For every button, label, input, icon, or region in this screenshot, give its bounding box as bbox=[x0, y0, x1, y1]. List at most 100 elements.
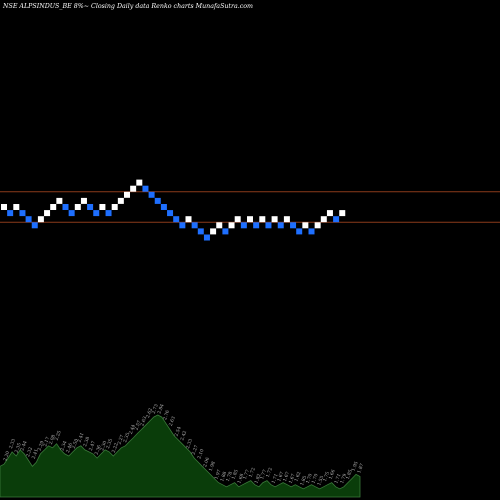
up-brick bbox=[314, 222, 321, 229]
volume-label: 2.57 bbox=[134, 420, 143, 432]
volume-label: 1.67 bbox=[288, 473, 297, 485]
down-brick bbox=[333, 216, 340, 223]
volume-label: 1.71 bbox=[271, 473, 280, 485]
volume-label: 1.67 bbox=[276, 471, 285, 483]
volume-label: 2.41 bbox=[31, 448, 40, 460]
volume-label: 1.88 bbox=[219, 471, 228, 483]
volume-label: 2.50 bbox=[71, 438, 80, 450]
down-brick bbox=[179, 222, 186, 229]
volume-label: 2.47 bbox=[88, 440, 97, 452]
down-brick bbox=[253, 222, 260, 229]
up-brick bbox=[37, 216, 44, 223]
up-brick bbox=[185, 216, 192, 223]
reference-lines bbox=[0, 191, 500, 223]
down-brick bbox=[240, 222, 247, 229]
up-brick bbox=[124, 191, 130, 198]
down-brick bbox=[148, 191, 155, 198]
volume-label: 2.06 bbox=[202, 456, 211, 468]
up-brick bbox=[339, 210, 346, 217]
up-brick bbox=[99, 204, 106, 210]
up-brick bbox=[320, 216, 327, 223]
volume-label: 2.35 bbox=[122, 432, 131, 444]
down-brick bbox=[167, 210, 174, 217]
volume-label: 1.72 bbox=[248, 467, 257, 479]
down-brick bbox=[142, 185, 149, 192]
volume-label: 2.20 bbox=[2, 450, 11, 462]
volume-label: 1.55 bbox=[316, 475, 325, 487]
up-brick bbox=[80, 197, 87, 204]
volume-label: 2.22 bbox=[111, 442, 120, 454]
volume-label: 1.62 bbox=[293, 471, 302, 483]
volume-label: 1.71 bbox=[333, 473, 342, 485]
volume-label: 1.97 bbox=[213, 469, 222, 481]
volume-label: 1.95 bbox=[351, 461, 360, 473]
down-brick bbox=[31, 222, 38, 229]
volume-label: 1.72 bbox=[265, 467, 274, 479]
down-brick bbox=[296, 228, 303, 235]
volume-label: 1.85 bbox=[231, 469, 240, 481]
volume-label: 2.17 bbox=[42, 436, 51, 448]
volume-label: 2.08 bbox=[48, 434, 57, 446]
down-brick bbox=[25, 216, 32, 223]
volume-label: 1.66 bbox=[328, 469, 337, 481]
up-brick bbox=[216, 222, 223, 229]
up-brick bbox=[130, 185, 137, 192]
up-brick bbox=[259, 216, 266, 223]
up-brick bbox=[1, 204, 7, 210]
down-brick bbox=[154, 197, 161, 204]
down-brick bbox=[191, 222, 198, 229]
volume-label: 2.63 bbox=[139, 415, 148, 427]
down-brick bbox=[290, 222, 297, 229]
down-brick bbox=[87, 204, 94, 210]
volume-label: 1.77 bbox=[242, 469, 251, 481]
volume-area bbox=[0, 414, 361, 498]
volume-label: 1.87 bbox=[356, 463, 365, 475]
volume-label: 1.85 bbox=[299, 475, 308, 487]
volume-label: 1.85 bbox=[345, 469, 354, 481]
up-brick bbox=[74, 204, 81, 210]
volume-label: 2.27 bbox=[191, 444, 200, 456]
volume-label: 2.33 bbox=[185, 438, 194, 450]
down-brick bbox=[68, 210, 75, 217]
down-brick bbox=[203, 234, 210, 241]
volume-label: 2.44 bbox=[19, 440, 28, 452]
up-brick bbox=[247, 216, 253, 223]
up-brick bbox=[50, 204, 57, 210]
up-brick bbox=[234, 216, 241, 223]
volume-label: 1.70 bbox=[305, 473, 314, 485]
volume-label: 2.25 bbox=[54, 430, 63, 442]
volume-label: 2.35 bbox=[105, 438, 114, 450]
down-brick bbox=[19, 210, 26, 217]
down-brick bbox=[105, 210, 112, 217]
up-brick bbox=[44, 210, 51, 217]
down-brick bbox=[62, 204, 69, 210]
up-brick bbox=[13, 204, 20, 210]
volume-label: 2.32 bbox=[25, 446, 34, 458]
up-brick bbox=[111, 204, 118, 210]
volume-label: 1.75 bbox=[322, 471, 331, 483]
up-brick bbox=[271, 216, 278, 223]
down-brick bbox=[160, 204, 167, 210]
volume-label: 1.98 bbox=[208, 461, 217, 473]
volume-label: 1.67 bbox=[282, 471, 291, 483]
up-brick bbox=[283, 216, 290, 223]
volume-label: 2.41 bbox=[76, 432, 85, 444]
volume-label: 2.35 bbox=[14, 442, 23, 454]
volume-label: 1.82 bbox=[253, 473, 262, 485]
down-brick bbox=[173, 216, 180, 223]
volume-label: 2.73 bbox=[151, 403, 160, 415]
volume-label: 2.76 bbox=[162, 409, 171, 421]
volume-label: 2.29 bbox=[36, 440, 45, 452]
volume-label: 2.42 bbox=[179, 430, 188, 442]
down-brick bbox=[265, 222, 272, 229]
volume-labels: 2.202.332.352.442.322.412.292.172.082.25… bbox=[2, 403, 365, 486]
volume-label: 1.70 bbox=[311, 473, 320, 485]
down-brick bbox=[277, 222, 284, 229]
up-brick bbox=[228, 222, 235, 229]
down-brick bbox=[308, 228, 315, 235]
chart-title: NSE ALPSINDUS_BE 8%~ Closing Daily data … bbox=[2, 3, 253, 10]
volume-label: 1.79 bbox=[339, 473, 348, 485]
down-brick bbox=[93, 210, 100, 217]
